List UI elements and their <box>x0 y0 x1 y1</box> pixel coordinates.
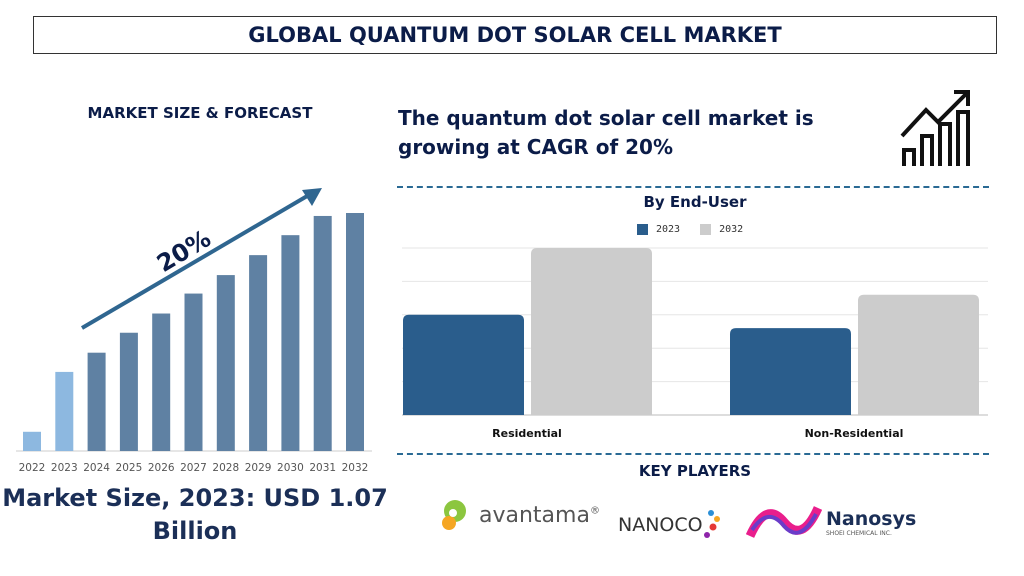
bar-2027 <box>184 293 203 451</box>
legend: 2023 2032 <box>637 224 743 235</box>
bar-growth-arrow-icon <box>900 90 970 166</box>
avantama-logo: avantama® <box>437 497 600 533</box>
nanosys-logo: Nanosys SHOEI CHEMICAL INC. <box>746 500 916 544</box>
arrow-head <box>302 188 322 206</box>
bar-2025 <box>119 332 138 451</box>
nanoco-logo: NANOCO <box>618 505 725 545</box>
tick-label: 2025 <box>116 462 143 474</box>
bar-non-residential-2032 <box>858 294 979 415</box>
bar-2032 <box>346 213 364 451</box>
bar-2029 <box>249 255 268 451</box>
tick-label: 2026 <box>148 462 175 474</box>
divider <box>397 186 989 188</box>
bar-residential-2032 <box>531 248 652 415</box>
market-size-chart: 2022 2023 2024 2025 2026 2027 2028 2029 2030 2031… <box>16 188 372 474</box>
bar-2030 <box>281 235 300 451</box>
category-label: Non-Residential <box>805 427 904 440</box>
bar-residential-2023 <box>403 314 524 415</box>
bar-2028 <box>216 275 235 451</box>
legend-item: 2023 <box>637 224 680 235</box>
tick-label: 2028 <box>212 462 239 474</box>
tick-label: 2030 <box>277 462 304 474</box>
bar-non-residential-2023 <box>730 328 851 415</box>
divider <box>397 453 989 455</box>
tick-label: 2031 <box>309 462 336 474</box>
section-title: MARKET SIZE & FORECAST <box>87 104 313 122</box>
trend-arrow <box>80 190 316 330</box>
tick-label: 2032 <box>342 462 369 474</box>
bar-2022 <box>23 431 41 451</box>
bar-2026 <box>152 313 171 451</box>
tick-label: 2023 <box>51 462 78 474</box>
tick-label: 2029 <box>245 462 272 474</box>
tick-label: 2027 <box>180 462 207 474</box>
market-size-text: Market Size, 2023: USD 1.07 Billion <box>2 484 388 545</box>
page-title: GLOBAL QUANTUM DOT SOLAR CELL MARKET <box>33 16 997 54</box>
chart-title: By End-User <box>643 193 747 211</box>
legend-item: 2032 <box>700 224 743 235</box>
bar-2023 <box>55 371 74 451</box>
category-label: Residential <box>492 427 562 440</box>
tick-label: 2024 <box>83 462 110 474</box>
bar-2024 <box>87 352 106 451</box>
tick-label: 2022 <box>19 462 46 474</box>
headline: The quantum dot solar cell market is gro… <box>398 106 814 159</box>
bar-2031 <box>313 215 332 451</box>
key-players-title: KEY PLAYERS <box>638 462 752 480</box>
end-user-chart: Residential Non-Residential <box>402 247 988 440</box>
